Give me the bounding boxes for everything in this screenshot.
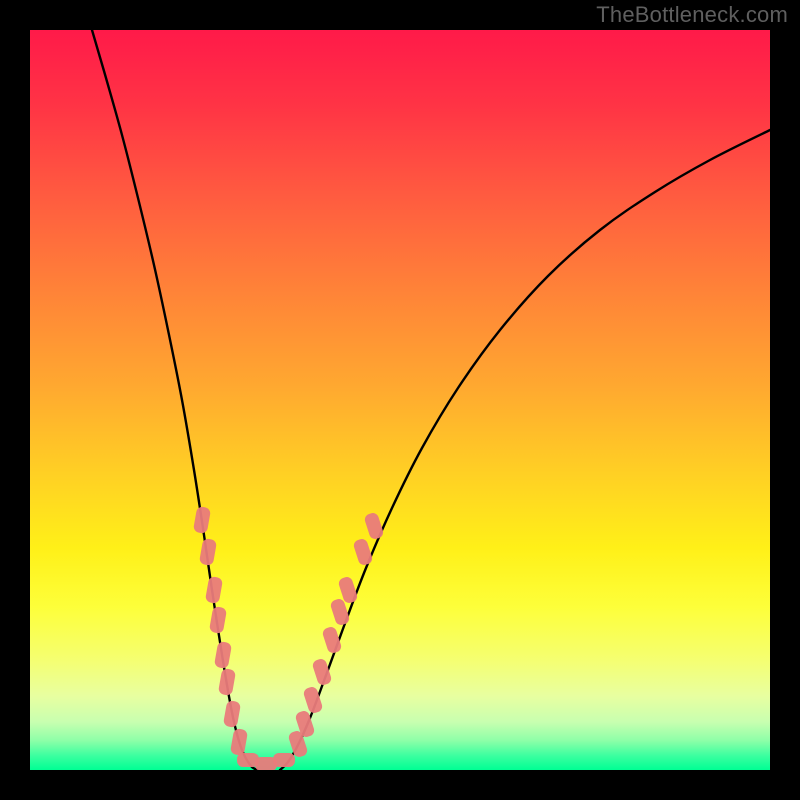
- bottleneck-curve-left: [92, 30, 258, 770]
- data-marker: [205, 576, 223, 604]
- data-marker: [223, 700, 241, 728]
- bottleneck-curve-right: [280, 130, 770, 770]
- data-marker: [311, 657, 332, 686]
- watermark-text: TheBottleneck.com: [596, 2, 788, 28]
- data-marker: [199, 538, 217, 566]
- data-marker: [352, 537, 373, 566]
- data-marker: [218, 668, 236, 696]
- data-marker: [273, 753, 295, 767]
- data-marker: [209, 606, 227, 634]
- data-marker: [230, 728, 248, 756]
- curve-overlay: [30, 30, 770, 770]
- data-marker: [214, 641, 232, 669]
- data-marker: [193, 506, 211, 534]
- data-markers-group: [193, 506, 385, 770]
- chart-plot-area: [30, 30, 770, 770]
- data-marker: [363, 511, 384, 540]
